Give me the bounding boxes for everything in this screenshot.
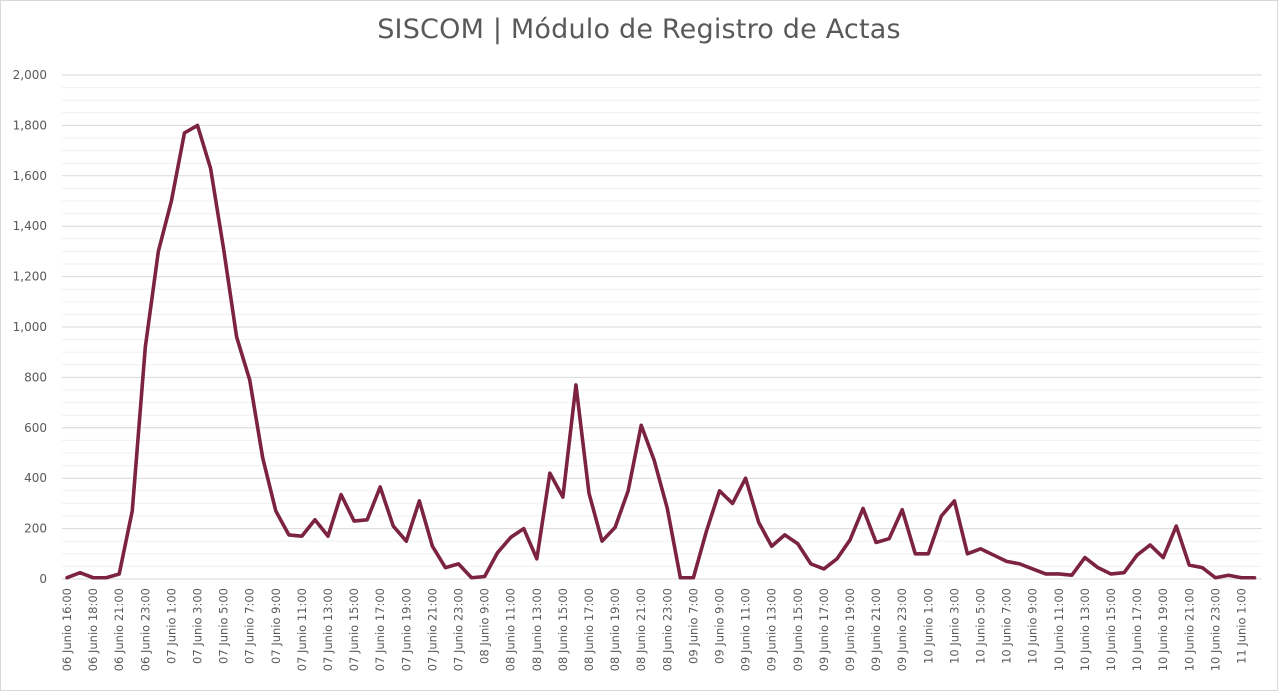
y-tick-label: 1,600 xyxy=(13,169,47,183)
x-tick-label: 10 Junio 15:00 xyxy=(1104,588,1118,671)
x-tick-label: 07 Junio 1:00 xyxy=(164,588,178,664)
x-tick-label: 07 Junio 7:00 xyxy=(243,588,257,664)
x-tick-label: 10 Junio 3:00 xyxy=(947,588,961,664)
x-tick-label: 10 Junio 13:00 xyxy=(1078,588,1092,671)
y-tick-label: 1,400 xyxy=(13,219,47,233)
x-tick-label: 07 Junio 5:00 xyxy=(217,588,231,664)
x-tick-label: 07 Junio 3:00 xyxy=(191,588,205,664)
x-tick-label: 09 Junio 11:00 xyxy=(739,588,753,671)
y-tick-label: 1,200 xyxy=(13,270,47,284)
x-tick-label: 07 Junio 9:00 xyxy=(269,588,283,664)
y-tick-label: 0 xyxy=(39,572,47,586)
y-tick-label: 400 xyxy=(24,471,47,485)
x-tick-label: 06 Junio 16:00 xyxy=(60,588,74,671)
gridlines xyxy=(62,74,1262,580)
x-tick-label: 09 Junio 23:00 xyxy=(895,588,909,671)
x-tick-label: 10 Junio 9:00 xyxy=(1026,588,1040,664)
x-tick-label: 10 Junio 5:00 xyxy=(974,588,988,664)
x-tick-label: 08 Junio 9:00 xyxy=(478,588,492,664)
x-tick-label: 10 Junio 23:00 xyxy=(1208,588,1222,671)
x-tick-label: 08 Junio 13:00 xyxy=(530,588,544,671)
x-tick-label: 08 Junio 15:00 xyxy=(556,588,570,671)
chart-title: SISCOM | Módulo de Registro de Actas xyxy=(377,14,901,45)
x-tick-label: 09 Junio 9:00 xyxy=(713,588,727,664)
x-tick-label: 10 Junio 19:00 xyxy=(1156,588,1170,671)
x-tick-label: 10 Junio 1:00 xyxy=(921,588,935,664)
y-tick-label: 2,000 xyxy=(13,68,47,82)
x-tick-label: 09 Junio 19:00 xyxy=(843,588,857,671)
series-line xyxy=(65,123,1257,580)
x-tick-label: 11 Junio 1:00 xyxy=(1235,588,1249,664)
x-tick-label: 06 Junio 23:00 xyxy=(138,588,152,671)
x-tick-label: 07 Junio 17:00 xyxy=(373,588,387,671)
x-tick-label: 09 Junio 13:00 xyxy=(765,588,779,671)
x-tick-label: 08 Junio 23:00 xyxy=(660,588,674,671)
x-axis-tick-labels: 06 Junio 16:00 06 Junio 18:00 06 Junio 21:… xyxy=(60,588,1249,671)
x-tick-label: 09 Junio 17:00 xyxy=(817,588,831,671)
y-tick-label: 1,000 xyxy=(13,320,47,334)
x-tick-label: 10 Junio 11:00 xyxy=(1052,588,1066,671)
y-tick-label: 200 xyxy=(24,522,47,536)
x-tick-label: 07 Junio 15:00 xyxy=(347,588,361,671)
x-tick-label: 10 Junio 21:00 xyxy=(1182,588,1196,671)
x-tick-label: 07 Junio 21:00 xyxy=(425,588,439,671)
y-tick-label: 800 xyxy=(24,370,47,384)
y-tick-label: 1,800 xyxy=(13,118,47,132)
x-tick-label: 08 Junio 19:00 xyxy=(608,588,622,671)
x-tick-label: 08 Junio 21:00 xyxy=(634,588,648,671)
x-tick-label: 07 Junio 11:00 xyxy=(295,588,309,671)
x-tick-label: 09 Junio 7:00 xyxy=(686,588,700,664)
x-tick-label: 08 Junio 11:00 xyxy=(504,588,518,671)
x-tick-label: 06 Junio 18:00 xyxy=(86,588,100,671)
x-tick-label: 07 Junio 23:00 xyxy=(452,588,466,671)
y-tick-label: 600 xyxy=(24,421,47,435)
x-tick-label: 10 Junio 7:00 xyxy=(1000,588,1014,664)
x-tick-label: 10 Junio 17:00 xyxy=(1130,588,1144,671)
x-tick-label: 09 Junio 21:00 xyxy=(869,588,883,671)
x-tick-label: 07 Junio 19:00 xyxy=(399,588,413,671)
x-tick-label: 07 Junio 13:00 xyxy=(321,588,335,671)
x-tick-label: 08 Junio 17:00 xyxy=(582,588,596,671)
x-tick-label: 09 Junio 15:00 xyxy=(791,588,805,671)
y-axis-tick-labels: 0 200 400 600 800 1,000 1,200 1,400 1,600 1,800 2,… xyxy=(13,68,47,586)
x-tick-label: 06 Junio 21:00 xyxy=(112,588,126,671)
